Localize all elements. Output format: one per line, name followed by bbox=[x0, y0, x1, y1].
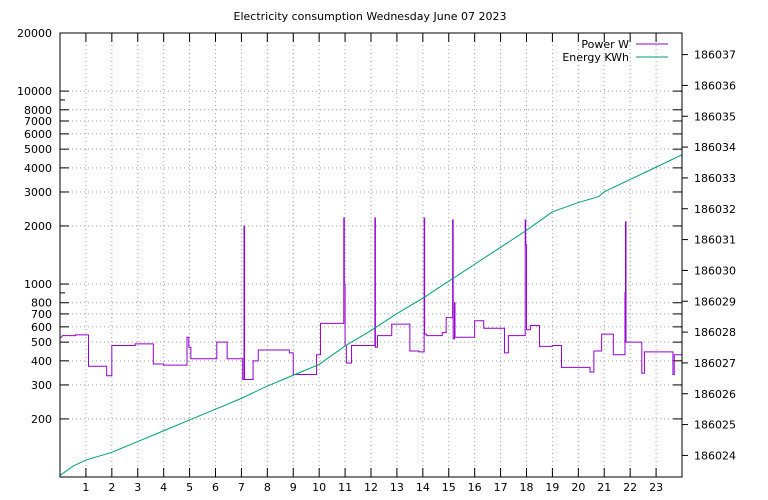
y-tick-label: 4000 bbox=[24, 162, 52, 175]
x-tick-label: 4 bbox=[160, 481, 167, 494]
y2-tick-label: 186036 bbox=[694, 79, 736, 92]
y2-tick-label: 186030 bbox=[694, 264, 736, 277]
y-tick-label: 1000 bbox=[24, 278, 52, 291]
y2-tick-label: 186031 bbox=[694, 234, 736, 247]
y2-tick-label: 186032 bbox=[694, 203, 736, 216]
y2-tick-label: 186028 bbox=[694, 326, 736, 339]
x-tick-label: 1 bbox=[82, 481, 89, 494]
x-tick-label: 17 bbox=[494, 481, 508, 494]
x-tick-label: 16 bbox=[468, 481, 482, 494]
series bbox=[59, 154, 683, 476]
x-tick-label: 23 bbox=[649, 481, 663, 494]
y-tick-label: 800 bbox=[31, 297, 52, 310]
x-tick-label: 13 bbox=[390, 481, 404, 494]
x-tick-label: 22 bbox=[623, 481, 637, 494]
y-tick-label: 300 bbox=[31, 379, 52, 392]
x-tick-label: 7 bbox=[238, 481, 245, 494]
y-tick-label: 700 bbox=[31, 308, 52, 321]
y-tick-label: 500 bbox=[31, 336, 52, 349]
x-tick-label: 18 bbox=[520, 481, 534, 494]
y-tick-label: 3000 bbox=[24, 186, 52, 199]
y-tick-label: 200 bbox=[31, 413, 52, 426]
x-tick-label: 5 bbox=[186, 481, 193, 494]
chart-title: Electricity consumption Wednesday June 0… bbox=[234, 10, 507, 23]
x-tick-label: 9 bbox=[290, 481, 297, 494]
plot-frame bbox=[59, 32, 683, 478]
y2-tick-label: 186034 bbox=[694, 141, 736, 154]
x-tick-label: 8 bbox=[264, 481, 271, 494]
y-axis-right: 186024 186025 186026 186027 186028 186029 1860… bbox=[682, 49, 736, 462]
y2-tick-label: 186029 bbox=[694, 295, 736, 308]
legend-label: Energy KWh bbox=[562, 51, 629, 64]
y2-tick-label: 186025 bbox=[694, 419, 736, 432]
x-tick-label: 21 bbox=[597, 481, 611, 494]
y-tick-label: 8000 bbox=[24, 104, 52, 117]
grid bbox=[60, 32, 682, 477]
y2-tick-label: 186027 bbox=[694, 357, 736, 370]
y2-tick-label: 186024 bbox=[694, 449, 736, 462]
x-tick-label: 14 bbox=[416, 481, 430, 494]
y2-tick-label: 186035 bbox=[694, 110, 736, 123]
y-tick-label: 6000 bbox=[24, 128, 52, 141]
x-tick-label: 20 bbox=[571, 481, 585, 494]
y-tick-label: 5000 bbox=[24, 143, 52, 156]
x-axis: 1 2 3 4 5 6 7 8 9 10 11 12 13 14 15 16 17 18 19 20 21 22 23 bbox=[82, 33, 663, 494]
y-tick-label: 7000 bbox=[24, 115, 52, 128]
legend-label: Power W bbox=[581, 38, 629, 51]
series-line-energy bbox=[59, 154, 683, 476]
x-tick-label: 6 bbox=[212, 481, 219, 494]
x-tick-label: 11 bbox=[338, 481, 352, 494]
series-line-power bbox=[59, 217, 682, 381]
x-tick-label: 3 bbox=[134, 481, 141, 494]
x-tick-label: 2 bbox=[108, 481, 115, 494]
y2-tick-label: 186026 bbox=[694, 388, 736, 401]
y-tick-label: 2000 bbox=[24, 220, 52, 233]
y-tick-label: 600 bbox=[31, 321, 52, 334]
y-tick-label: 400 bbox=[31, 355, 52, 368]
y-tick-label: 20000 bbox=[17, 27, 52, 40]
x-tick-label: 15 bbox=[442, 481, 456, 494]
y2-tick-label: 186033 bbox=[694, 172, 736, 185]
y-tick-label: 10000 bbox=[17, 85, 52, 98]
x-tick-label: 12 bbox=[364, 481, 378, 494]
y2-tick-label: 186037 bbox=[694, 49, 736, 62]
x-tick-label: 19 bbox=[545, 481, 559, 494]
x-tick-label: 10 bbox=[312, 481, 326, 494]
